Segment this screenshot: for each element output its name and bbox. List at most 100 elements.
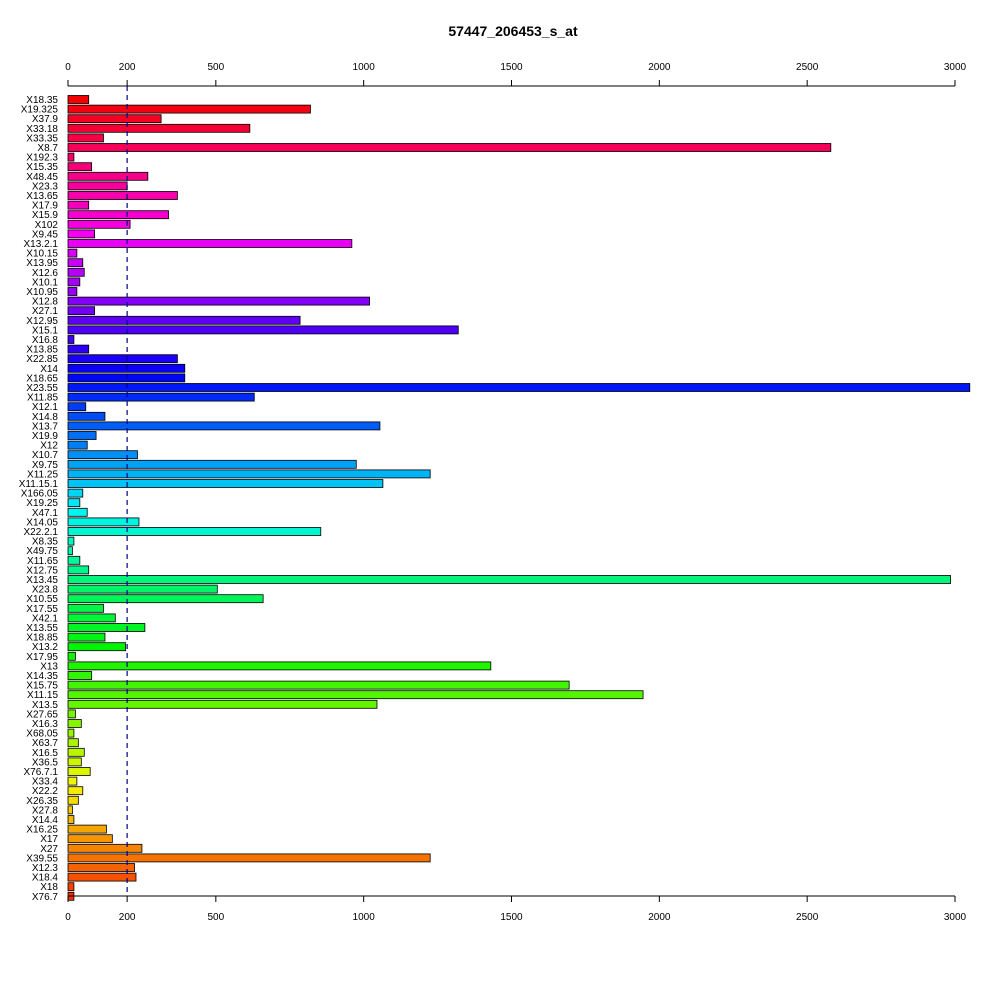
bar-X27.8 xyxy=(67,805,73,815)
bar-X63.7 xyxy=(67,738,79,748)
bar-X18.35 xyxy=(67,95,90,104)
bar-X13.65 xyxy=(67,191,178,200)
bottom-tick-label: 200 xyxy=(119,912,136,923)
category-label: X39.55 xyxy=(26,853,58,864)
category-label: X13.95 xyxy=(26,258,58,269)
category-label: X27.8 xyxy=(32,805,59,816)
category-label: X18 xyxy=(40,882,58,893)
bar-X10.1 xyxy=(67,277,81,287)
bar-X36.5 xyxy=(67,757,82,767)
bar-X12.1 xyxy=(67,402,87,412)
category-label: X10.1 xyxy=(32,277,59,288)
category-label: X12.6 xyxy=(32,268,59,279)
category-label: X13.2.1 xyxy=(24,239,59,250)
category-label: X68.05 xyxy=(26,729,58,740)
bar-X15.35 xyxy=(67,162,93,172)
bar-X23.8 xyxy=(67,584,218,594)
category-label: X13.85 xyxy=(26,345,58,356)
bar-X33.4 xyxy=(67,776,78,786)
chart-title: 57447_206453_s_at xyxy=(448,23,578,39)
category-label: X13.5 xyxy=(32,700,59,711)
category-label: X19.325 xyxy=(21,105,59,116)
bar-X22.2.1 xyxy=(67,527,322,536)
bar-X17.95 xyxy=(67,651,76,661)
category-label: X17 xyxy=(40,834,58,845)
bar-X19.9 xyxy=(67,431,97,440)
bar-X13 xyxy=(67,661,492,671)
top-tick-label: 500 xyxy=(207,62,224,73)
bar-X16.5 xyxy=(67,747,85,757)
bottom-tick-label: 1000 xyxy=(353,912,376,923)
bottom-tick-label: 3000 xyxy=(944,912,967,923)
bar-X33.18 xyxy=(67,123,251,133)
bar-X14.05 xyxy=(67,517,140,527)
bar-X26.35 xyxy=(67,795,79,805)
category-label: X76.7 xyxy=(32,892,59,903)
bar-X102 xyxy=(67,219,131,229)
category-label: X37.9 xyxy=(32,114,59,125)
bar-X18.85 xyxy=(67,632,106,642)
bar-X76.7.1 xyxy=(67,767,91,776)
top-tick-label: 1000 xyxy=(353,62,376,73)
category-label: X10.7 xyxy=(32,450,59,461)
category-label: X33.18 xyxy=(26,124,58,135)
category-label: X23.3 xyxy=(32,181,59,192)
bar-X11.85 xyxy=(67,392,255,402)
category-label: X14.35 xyxy=(26,671,58,682)
category-label: X10.55 xyxy=(26,594,58,605)
category-label: X17.9 xyxy=(32,201,59,212)
bar-X15.9 xyxy=(67,210,169,220)
bar-X23.3 xyxy=(67,181,128,191)
category-label: X12.1 xyxy=(32,402,59,413)
category-label: X13.2 xyxy=(32,642,59,653)
bar-X14.35 xyxy=(67,671,93,680)
bar-X17.55 xyxy=(67,603,104,613)
bar-X11.65 xyxy=(67,555,81,565)
bottom-tick-label: 1500 xyxy=(500,912,523,923)
category-label: X14.4 xyxy=(32,815,59,826)
category-label: X192.3 xyxy=(26,153,58,164)
bar-X49.75 xyxy=(67,546,73,556)
bar-X17.9 xyxy=(67,200,90,210)
top-tick-label: 200 xyxy=(119,62,136,73)
category-label: X22.85 xyxy=(26,354,58,365)
bar-X10.7 xyxy=(67,450,138,460)
category-label: X33.35 xyxy=(26,133,58,144)
bar-X68.05 xyxy=(67,728,75,738)
category-label: X12.95 xyxy=(26,316,58,327)
bar-X10.15 xyxy=(67,248,78,258)
bottom-tick-label: 2000 xyxy=(648,912,671,923)
category-label: X49.75 xyxy=(26,546,58,557)
category-label: X11.85 xyxy=(27,393,58,404)
bar-X15.1 xyxy=(67,325,459,335)
bar-X13.85 xyxy=(67,344,90,354)
bar-X23.55 xyxy=(67,383,971,392)
bottom-tick-label: 500 xyxy=(207,912,224,923)
category-label: X27.65 xyxy=(26,709,58,720)
category-label: X36.5 xyxy=(32,757,59,768)
category-label: X11.25 xyxy=(27,469,58,480)
bar-X33.35 xyxy=(67,133,104,143)
category-label: X13.55 xyxy=(26,623,58,634)
category-label: X15.1 xyxy=(32,325,59,336)
bar-X11.25 xyxy=(67,469,431,479)
category-label: X27.1 xyxy=(32,306,59,317)
category-label: X12.8 xyxy=(32,297,59,308)
bottom-tick-label: 2500 xyxy=(796,912,819,923)
bar-X10.55 xyxy=(67,594,264,604)
bar-X192.3 xyxy=(67,152,75,162)
category-label: X27 xyxy=(40,844,58,855)
category-label: X9.75 xyxy=(32,460,59,471)
category-labels: X18.35X19.325X37.9X33.18X33.35X8.7X192.3… xyxy=(19,95,59,903)
bar-X18.65 xyxy=(67,373,186,383)
bar-X19.25 xyxy=(67,498,81,508)
category-label: X16.5 xyxy=(32,748,59,759)
category-label: X9.45 xyxy=(32,229,59,240)
bar-X12.6 xyxy=(67,267,85,277)
bar-X12.75 xyxy=(67,565,90,575)
category-label: X42.1 xyxy=(32,613,59,624)
category-label: X26.35 xyxy=(26,796,58,807)
bar-X27 xyxy=(67,843,143,853)
category-label: X17.55 xyxy=(26,604,58,615)
